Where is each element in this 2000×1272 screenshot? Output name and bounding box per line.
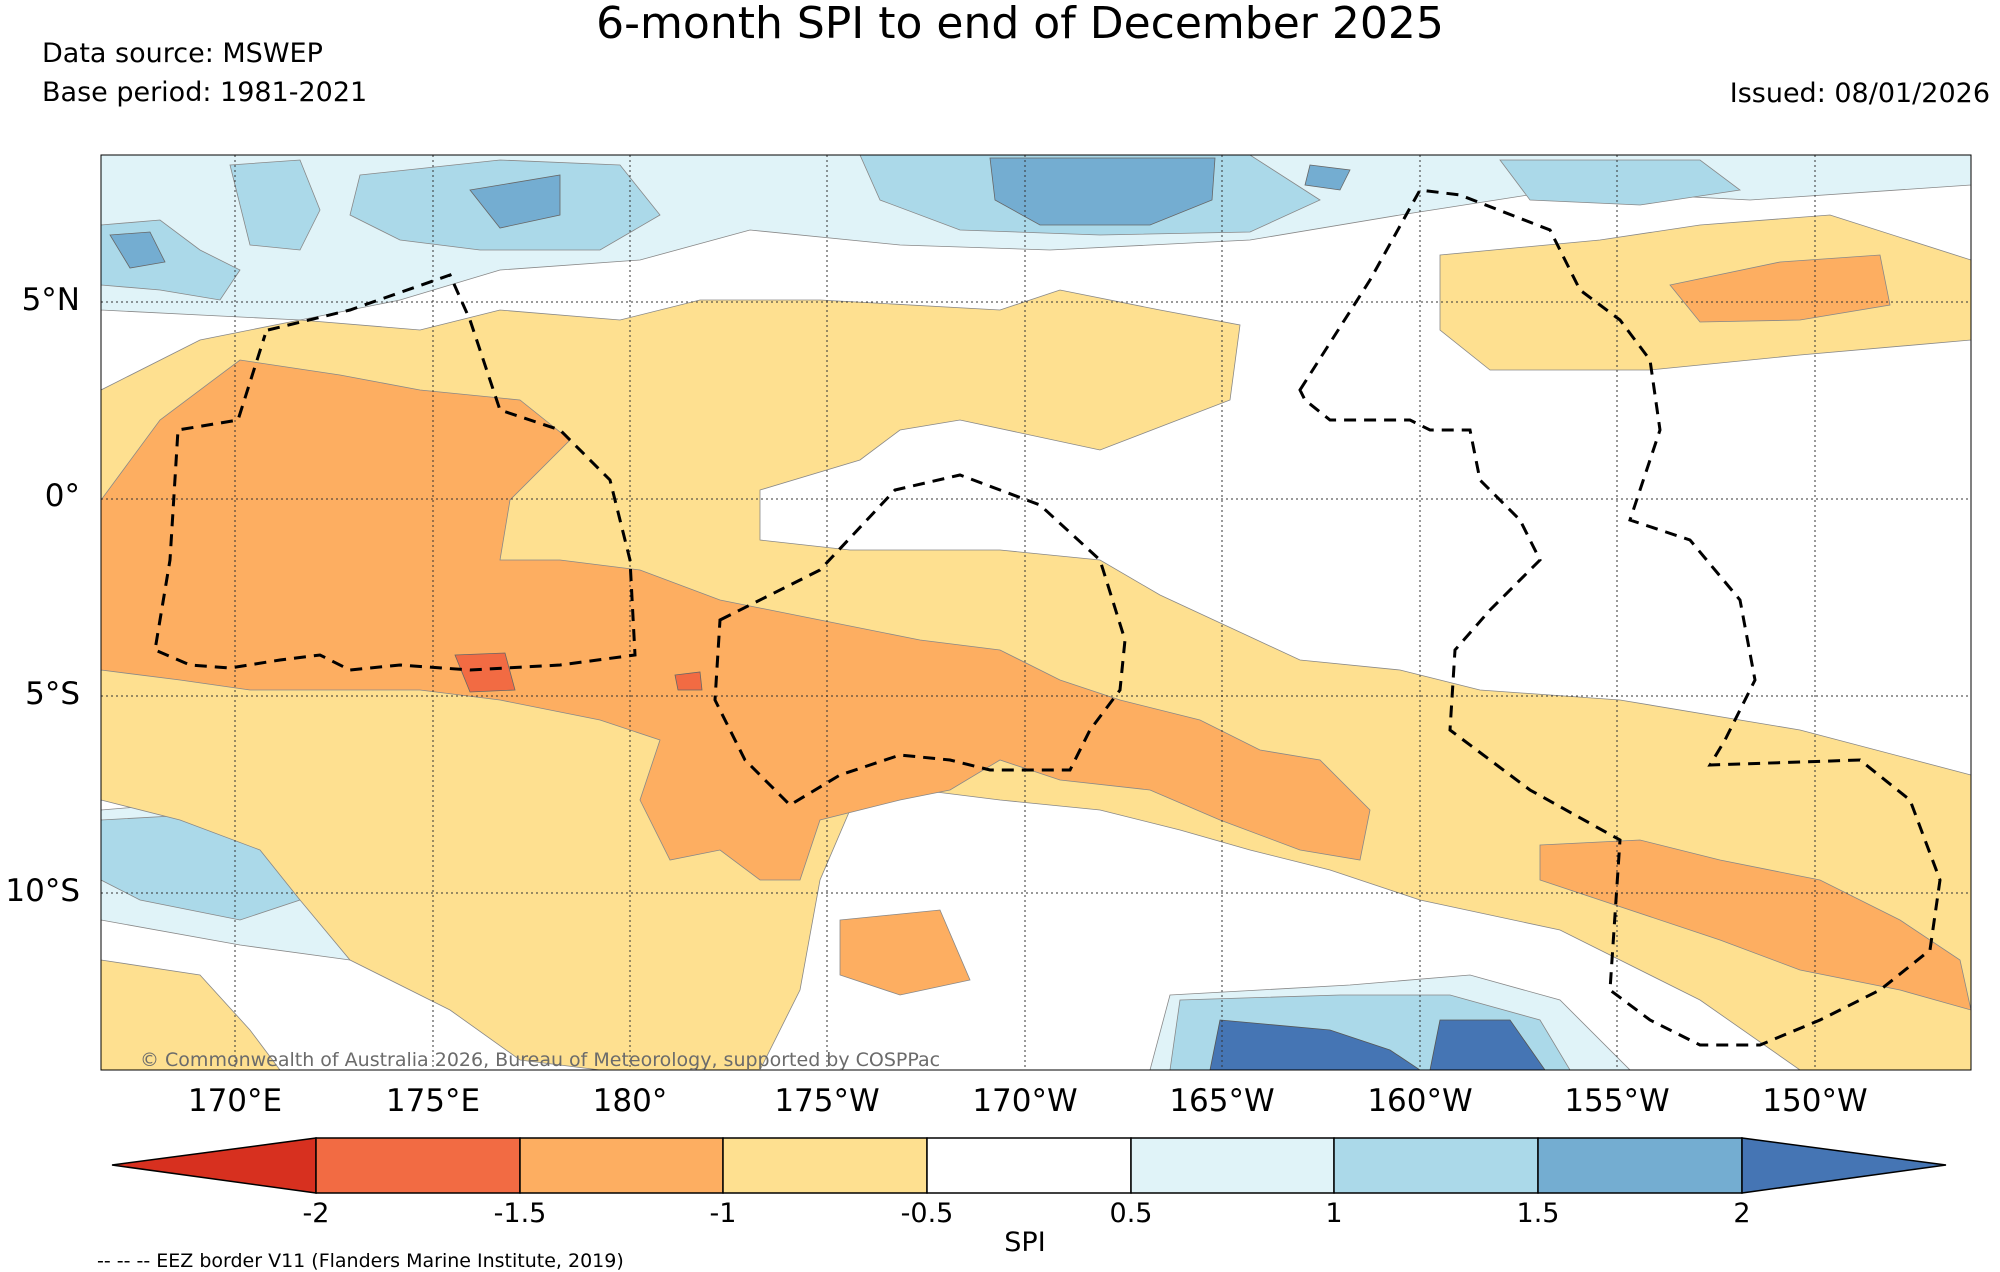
lon-label-175e: 175°E	[385, 1083, 481, 1119]
colorbar-bin-6	[1333, 1137, 1539, 1194]
map-gridlines	[101, 155, 1971, 1070]
lon-label-155w: 155°W	[1564, 1083, 1670, 1119]
lon-label-180: 180°	[592, 1083, 668, 1119]
colorbar-bin-7	[1537, 1137, 1743, 1194]
spi-severe-dry	[454, 652, 703, 693]
colorbar-tick: 1.5	[1516, 1198, 1560, 1229]
lat-label-5s: 5°S	[25, 676, 80, 712]
base-period: Base period: 1981-2021	[42, 77, 368, 108]
colorbar-high-extend	[1741, 1137, 1947, 1194]
lon-label-150w: 150°W	[1762, 1083, 1868, 1119]
spi-moderate-dry	[101, 254, 1971, 1011]
lon-label-170e: 170°E	[187, 1083, 283, 1119]
spi-wet-south-3	[1209, 1019, 1546, 1070]
lat-label-10s: 10°S	[5, 873, 80, 909]
spi-colorbar	[111, 1137, 1947, 1194]
colorbar-tick: 2	[1733, 1198, 1751, 1229]
colorbar-bin-5	[1130, 1137, 1335, 1194]
copyright-credit: © Commonwealth of Australia 2026, Bureau…	[140, 1049, 941, 1071]
spi-wet-north-3	[109, 157, 1351, 269]
map-title: 6-month SPI to end of December 2025	[596, 0, 1444, 49]
colorbar-tick: -2	[302, 1198, 330, 1229]
colorbar-tick: 1	[1325, 1198, 1343, 1229]
lon-label-175w: 175°W	[774, 1083, 880, 1119]
colorbar-bin-3	[722, 1137, 928, 1194]
colorbar-tick: 0.5	[1109, 1198, 1153, 1229]
data-source: Data source: MSWEP	[42, 38, 323, 69]
lon-label-170w: 170°W	[972, 1083, 1078, 1119]
colorbar-bin-1	[315, 1137, 521, 1194]
spi-dry-band	[101, 214, 1971, 1070]
colorbar-bin-2	[519, 1137, 724, 1194]
colorbar-low-extend	[111, 1137, 317, 1194]
lat-label-0: 0°	[44, 478, 80, 514]
lat-label-5n: 5°N	[21, 282, 80, 318]
eez-borders	[153, 188, 1942, 1047]
colorbar-label: SPI	[1004, 1227, 1046, 1258]
colorbar-tick: -0.5	[900, 1198, 954, 1229]
colorbar-tick: -1.5	[493, 1198, 547, 1229]
eez-note: -- -- -- EEZ border V11 (Flanders Marine…	[97, 1250, 624, 1272]
lon-label-165w: 165°W	[1169, 1083, 1275, 1119]
spi-field	[101, 155, 1971, 1070]
issued-date: Issued: 08/01/2026	[1729, 78, 1990, 109]
colorbar-bin-4	[926, 1137, 1132, 1194]
colorbar-tick: -1	[709, 1198, 737, 1229]
lon-label-160w: 160°W	[1367, 1083, 1473, 1119]
